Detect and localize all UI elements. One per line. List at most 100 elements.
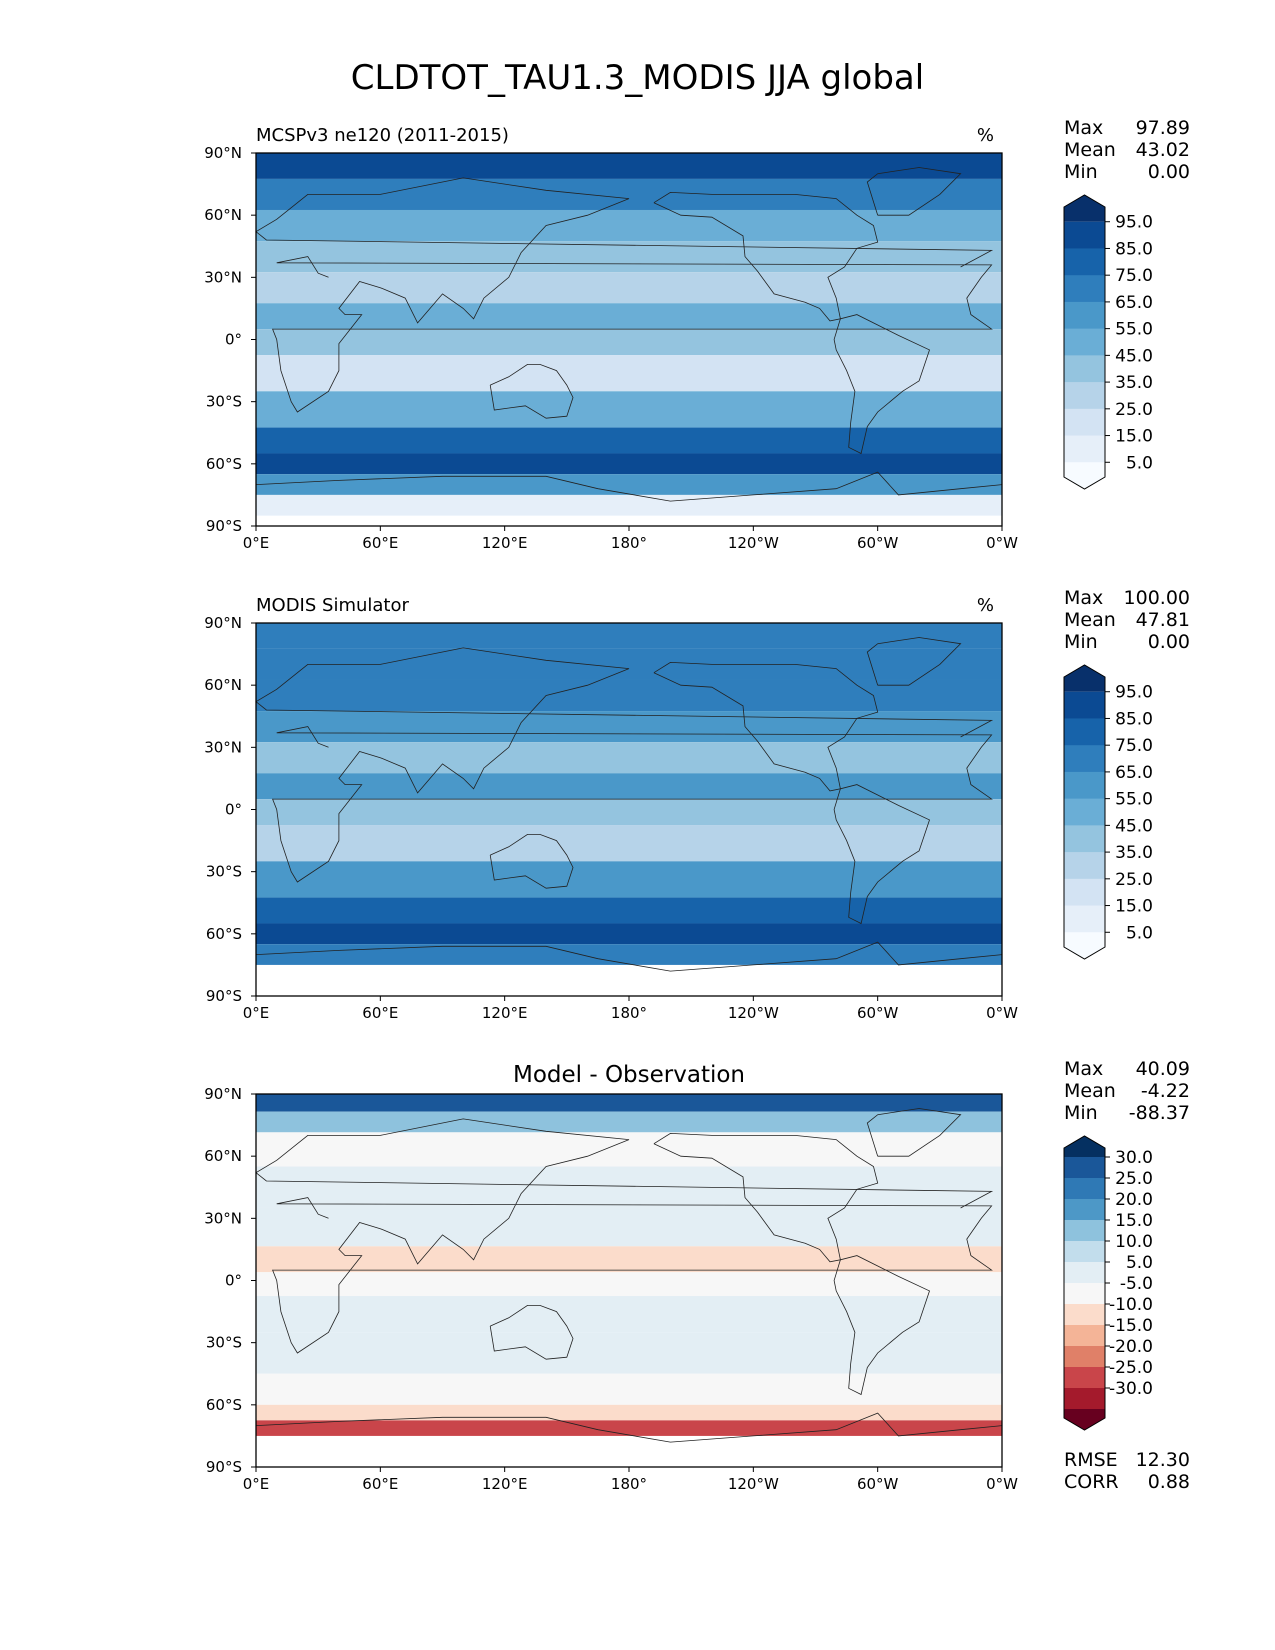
zonal-band [256,861,1002,898]
x-tick-label: 0°E [243,534,270,552]
colorbar-label: 5.0 [1126,453,1153,473]
colorbar-outline [1063,1135,1106,1431]
stat-label: Max [1064,587,1103,609]
colorbar-segment [1064,1220,1105,1242]
zonal-band [256,623,1002,649]
y-tick-label: 90°N [204,614,242,632]
colorbar-segment [1064,665,1105,692]
colorbar-segment [1064,691,1105,719]
y-tick-label: 60°N [204,676,242,694]
coastline [866,167,962,216]
panel-test: 0°E 60°E 120°E 180° 120°W 60°W 0°W 90°N 60°N 30°N… [204,117,1190,552]
stat-value: -88.37 [1129,1102,1190,1124]
stat-label: Max [1064,1058,1103,1080]
colorbar-segment [1064,1325,1105,1347]
colorbar-label: 30.0 [1115,1148,1153,1168]
zonal-band [256,272,1002,304]
y-tick-label: 30°N [204,738,242,756]
colorbar-segment [1064,1178,1105,1200]
x-tick-label: 180° [611,1475,647,1493]
zonal-band [256,1272,1002,1297]
colorbar-segment [1064,1409,1105,1430]
coastline [255,177,994,413]
stat-value: 0.00 [1148,631,1190,653]
colorbar-segment [1064,195,1105,222]
stat-value: 0.00 [1148,161,1190,183]
colorbar-segment [1064,932,1105,959]
coastline [255,941,1003,972]
colorbar-label: 15.0 [1115,427,1153,447]
colorbar-segment [1064,852,1105,880]
stat-label: Mean [1064,1080,1116,1102]
zonal-band [256,1111,1002,1133]
y-tick-label: 0° [225,801,242,819]
zonal-band [256,799,1002,826]
zonal-band [256,1332,1002,1374]
zonal-band [256,897,1002,924]
metric-value: 12.30 [1136,1449,1190,1471]
colorbar-label: 25.0 [1115,400,1153,420]
colorbar-segment [1064,1157,1105,1179]
stat-value: 40.09 [1136,1058,1190,1080]
zonal-band [256,474,1002,495]
colorbar-segment [1064,825,1105,853]
zonal-band [256,1094,1002,1112]
x-tick-label: 120°W [728,1004,779,1022]
zonal-band [256,1296,1002,1333]
coastline [833,1255,930,1396]
colorbar-label: 10.0 [1115,1232,1153,1252]
colorbar-segment [1064,878,1105,907]
coastline [833,314,930,455]
panel-reference: 0°E 60°E 120°E 180° 120°W 60°W 0°W 90°N 60°N 30°N… [204,587,1190,1022]
zonal-band [256,742,1002,774]
colorbar-label: 45.0 [1115,816,1153,836]
coastline [489,1305,574,1360]
colorbar-label: 35.0 [1115,843,1153,863]
y-tick-label: 90°S [206,987,242,1005]
colorbar-label: 75.0 [1115,736,1153,756]
colorbar-segment [1064,1304,1105,1326]
coastline [489,364,574,419]
coastline [653,661,879,792]
zonal-band [256,391,1002,428]
colorbar-segment [1064,1367,1105,1389]
stat-label: Max [1064,117,1103,139]
colorbar-label: 65.0 [1115,763,1153,783]
colorbar-segment [1064,435,1105,463]
zonal-band [256,1246,1002,1273]
colorbar-segment [1064,1283,1105,1305]
colorbar-label: 85.0 [1115,709,1153,729]
colorbar-label: 55.0 [1115,320,1153,340]
zonal-band [256,494,1002,516]
zonal-band [256,303,1002,330]
colorbar-segment [1064,1136,1105,1157]
colorbar-outline [1063,194,1106,490]
coastline [866,1108,962,1157]
colorbar-segment [1064,1262,1105,1284]
figure-title: CLDTOT_TAU1.3_MODIS JJA global [350,58,925,98]
zonal-band [256,825,1002,862]
coastline [866,637,962,686]
panel-title: MODIS Simulator [256,595,409,616]
x-tick-label: 60°W [857,1004,899,1022]
y-tick-label: 60°S [206,925,242,943]
x-tick-label: 60°E [362,1475,398,1493]
x-tick-label: 0°W [986,1004,1018,1022]
zonal-band [256,1420,1002,1436]
colorbar-label: 25.0 [1115,1169,1153,1189]
colorbar-segment [1064,798,1105,826]
colorbar-label: 15.0 [1115,1211,1153,1231]
colorbar-label: 95.0 [1115,683,1153,703]
x-tick-label: 60°E [362,1004,398,1022]
x-tick-label: 0°E [243,1004,270,1022]
y-tick-label: 90°S [206,1458,242,1476]
y-tick-label: 0° [225,1272,242,1290]
colorbar-segment [1064,1241,1105,1263]
x-tick-label: 120°W [728,1475,779,1493]
colorbar-label: 15.0 [1115,897,1153,917]
panel-title: Model - Observation [513,1062,745,1088]
stat-value: 100.00 [1124,587,1190,609]
coastline [653,1132,879,1263]
panel-difference: 0°E 60°E 120°E 180° 120°W 60°W 0°W 90°N 60°N 30°N… [204,1058,1190,1493]
colorbar-label: 5.0 [1126,1253,1153,1273]
